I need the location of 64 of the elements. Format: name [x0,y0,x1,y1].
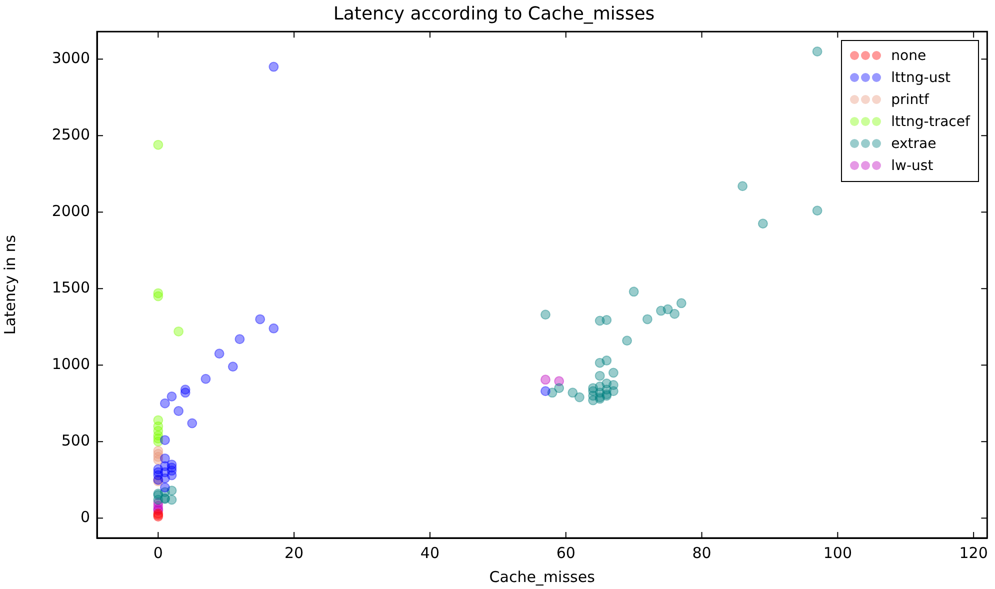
legend-label: lttng-tracef [891,112,970,132]
point [812,46,822,56]
chart-title: Latency according to Cache_misses [333,3,655,24]
y-tick-label: 3000 [52,49,90,68]
point [160,482,170,493]
x-tick-label: 40 [420,544,440,562]
point [234,334,245,344]
point [622,336,632,346]
point [187,418,198,428]
point [174,326,184,336]
legend-label: printf [891,90,929,110]
x-tick-label: 100 [823,544,852,562]
point [214,348,224,359]
point [268,62,279,72]
y-tick-label: 500 [61,432,90,450]
point [160,435,170,446]
point [540,310,550,320]
point [676,298,686,308]
point [574,392,584,402]
point [540,386,550,396]
point [568,388,578,398]
point [594,370,605,381]
point [174,406,184,416]
point [608,368,618,378]
y-axis-title: Latency in ns [0,234,19,335]
point [166,470,177,480]
point [602,314,612,325]
point [166,391,177,402]
point [588,383,598,394]
x-tick-label: 120 [959,544,988,562]
point [738,181,748,192]
point [160,453,170,464]
point [160,398,170,408]
point [602,356,612,366]
x-tick-label: 60 [556,544,576,562]
x-tick-label: 80 [692,544,712,562]
y-tick-label: 2000 [52,202,90,220]
point [228,362,238,372]
point [153,291,164,302]
legend-label: lttng-ust [891,68,950,88]
x-axis-title: Cache_misses [489,568,596,586]
x-tick-label: 20 [284,544,304,562]
point [255,314,266,324]
point [554,383,564,394]
x-tick-label: 0 [153,544,163,562]
legend-label: extrae [891,134,936,154]
y-tick-label: 1500 [52,278,90,297]
point [812,206,822,216]
point [180,388,190,398]
legend-label: lw-ust [891,156,934,176]
point [642,314,652,324]
y-tick-label: 0 [80,508,90,526]
legend-label: none [891,46,926,66]
point [758,218,768,229]
point [268,323,279,334]
point [153,140,164,150]
y-tick-label: 1000 [52,355,90,374]
point [200,374,211,384]
point [540,374,550,385]
point [628,286,639,297]
point [670,308,680,319]
point [662,304,673,314]
point [608,380,618,390]
y-tick-label: 2500 [52,126,90,144]
